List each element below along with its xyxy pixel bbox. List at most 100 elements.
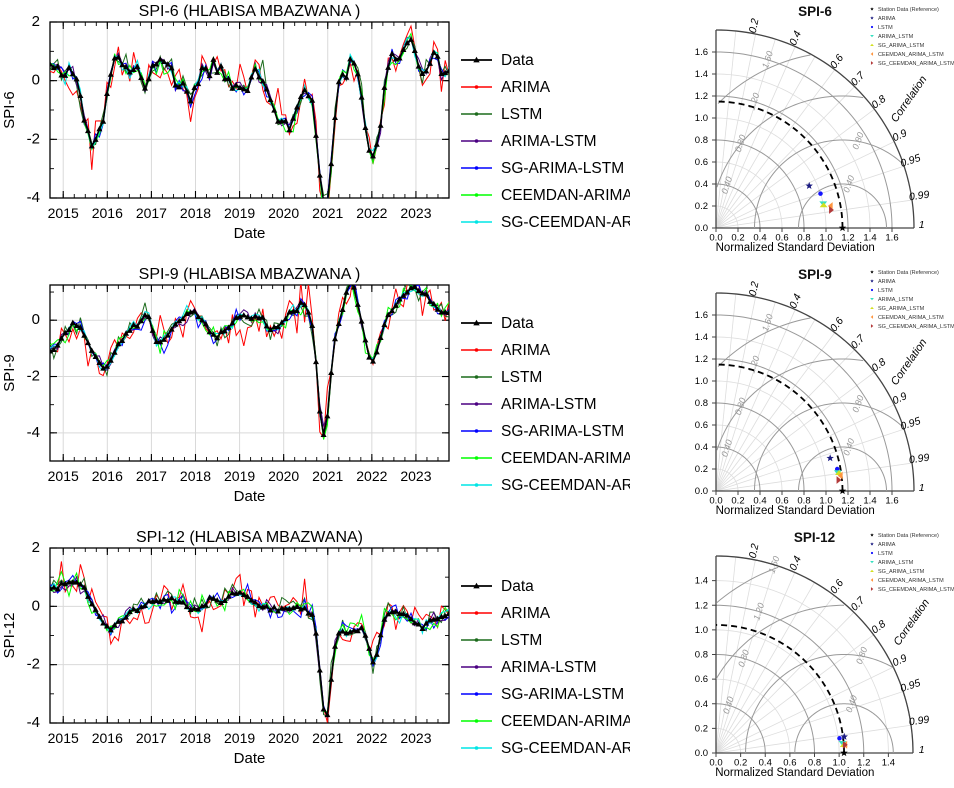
svg-text:ARIMA: ARIMA	[878, 16, 896, 22]
svg-text:2016: 2016	[92, 205, 123, 221]
svg-text:2: 2	[32, 539, 40, 556]
svg-text:-2: -2	[27, 656, 40, 673]
svg-text:1.6: 1.6	[885, 496, 898, 507]
svg-text:CEEMDAN_ARIMA_LSTM: CEEMDAN_ARIMA_LSTM	[878, 578, 944, 584]
svg-text:SG_CEEMDAN_ARIMA_LSTM: SG_CEEMDAN_ARIMA_LSTM	[878, 587, 954, 593]
svg-text:1.4: 1.4	[695, 576, 708, 587]
svg-text:SPI-6: SPI-6	[1, 91, 18, 129]
svg-text:2021: 2021	[312, 730, 343, 746]
svg-text:ARIMA-LSTM: ARIMA-LSTM	[501, 396, 597, 413]
svg-text:SPI-6: SPI-6	[798, 4, 832, 19]
svg-text:ARIMA: ARIMA	[878, 279, 896, 285]
svg-text:SG-ARIMA-LSTM: SG-ARIMA-LSTM	[501, 160, 624, 177]
svg-text:LSTM: LSTM	[501, 369, 542, 386]
svg-text:1.0: 1.0	[695, 625, 708, 636]
svg-text:2017: 2017	[136, 205, 167, 221]
svg-text:SPI-12: SPI-12	[1, 613, 18, 659]
svg-text:-2: -2	[27, 368, 40, 385]
svg-text:1.4: 1.4	[882, 758, 895, 769]
svg-text:Normalized Standard Deviation: Normalized Standard Deviation	[716, 505, 875, 517]
svg-text:LSTM: LSTM	[878, 551, 893, 557]
svg-text:SG-ARIMA-LSTM: SG-ARIMA-LSTM	[501, 686, 624, 703]
svg-text:1.2: 1.2	[695, 91, 708, 102]
svg-text:0.2: 0.2	[695, 201, 708, 212]
svg-text:2018: 2018	[180, 205, 211, 221]
svg-text:Station Data (Reference): Station Data (Reference)	[878, 533, 939, 539]
svg-text:SG_ARIMA_LSTM: SG_ARIMA_LSTM	[878, 569, 925, 575]
svg-text:2020: 2020	[268, 730, 299, 746]
svg-text:Date: Date	[234, 225, 266, 242]
svg-text:1.0: 1.0	[695, 376, 708, 387]
svg-text:SG_ARIMA_LSTM: SG_ARIMA_LSTM	[878, 43, 925, 49]
svg-text:2023: 2023	[400, 468, 431, 484]
svg-text:LSTM: LSTM	[501, 106, 542, 123]
svg-text:Normalized Standard Deviation: Normalized Standard Deviation	[715, 767, 874, 779]
svg-text:-4: -4	[27, 424, 40, 441]
svg-text:ARIMA-LSTM: ARIMA-LSTM	[501, 659, 597, 676]
svg-text:2018: 2018	[180, 730, 211, 746]
svg-text:2023: 2023	[400, 730, 431, 746]
svg-text:SG-CEEMDAN-ARIMA-LSTM: SG-CEEMDAN-ARIMA-LSTM	[501, 740, 630, 757]
svg-text:1.6: 1.6	[885, 233, 898, 244]
svg-text:SPI-12 (HLABISA MBAZWANA): SPI-12 (HLABISA MBAZWANA)	[136, 529, 363, 546]
svg-text:LSTM: LSTM	[501, 632, 542, 649]
svg-text:-4: -4	[27, 189, 40, 206]
svg-text:Station Data (Reference): Station Data (Reference)	[878, 7, 939, 13]
svg-text:SG-ARIMA-LSTM: SG-ARIMA-LSTM	[501, 423, 624, 440]
svg-text:0.4: 0.4	[695, 442, 708, 453]
svg-text:0.4: 0.4	[695, 179, 708, 190]
svg-text:SG-CEEMDAN-ARIMA-LSTM: SG-CEEMDAN-ARIMA-LSTM	[501, 477, 630, 494]
svg-text:0.6: 0.6	[695, 157, 708, 168]
svg-text:SG-CEEMDAN-ARIMA-LSTM: SG-CEEMDAN-ARIMA-LSTM	[501, 214, 630, 231]
svg-text:SPI-6 (HLABISA MBAZWANA ): SPI-6 (HLABISA MBAZWANA )	[139, 3, 361, 20]
svg-text:0.2: 0.2	[695, 723, 708, 734]
svg-text:ARIMA: ARIMA	[501, 79, 551, 96]
svg-text:2017: 2017	[136, 468, 167, 484]
svg-text:ARIMA: ARIMA	[501, 605, 551, 622]
svg-text:1: 1	[919, 482, 925, 494]
svg-text:2015: 2015	[48, 468, 79, 484]
svg-text:0: 0	[32, 72, 40, 89]
svg-text:2022: 2022	[356, 205, 387, 221]
svg-text:SPI-9: SPI-9	[1, 354, 18, 392]
svg-text:1.4: 1.4	[695, 332, 708, 343]
svg-text:CEEMDAN-ARIMA-LSTM: CEEMDAN-ARIMA-LSTM	[501, 713, 630, 730]
svg-text:CEEMDAN-ARIMA-LSTM: CEEMDAN-ARIMA-LSTM	[501, 187, 630, 204]
svg-text:2020: 2020	[268, 205, 299, 221]
svg-text:0.4: 0.4	[695, 699, 708, 710]
svg-text:SPI-12: SPI-12	[794, 530, 835, 545]
svg-text:1.4: 1.4	[695, 69, 708, 80]
svg-text:ARIMA: ARIMA	[501, 342, 551, 359]
svg-text:2016: 2016	[92, 468, 123, 484]
svg-text:2019: 2019	[224, 205, 255, 221]
svg-text:0.0: 0.0	[695, 223, 708, 234]
svg-text:1: 1	[919, 219, 925, 231]
svg-text:-2: -2	[27, 130, 40, 147]
svg-text:Station Data (Reference): Station Data (Reference)	[878, 270, 939, 276]
svg-text:0.6: 0.6	[695, 420, 708, 431]
svg-text:LSTM: LSTM	[878, 288, 893, 294]
svg-text:Data: Data	[501, 315, 534, 332]
svg-text:0.8: 0.8	[695, 650, 708, 661]
svg-text:0.0: 0.0	[695, 486, 708, 497]
svg-text:1.2: 1.2	[695, 600, 708, 611]
svg-text:2016: 2016	[92, 730, 123, 746]
svg-text:2019: 2019	[224, 468, 255, 484]
svg-text:CEEMDAN-ARIMA-LSTM: CEEMDAN-ARIMA-LSTM	[501, 450, 630, 467]
svg-text:CEEMDAN_ARIMA_LSTM: CEEMDAN_ARIMA_LSTM	[878, 315, 944, 321]
svg-text:Date: Date	[234, 750, 266, 767]
svg-text:2015: 2015	[48, 205, 79, 221]
svg-text:1.0: 1.0	[695, 113, 708, 124]
svg-text:2021: 2021	[312, 205, 343, 221]
svg-text:2018: 2018	[180, 468, 211, 484]
svg-text:0.0: 0.0	[695, 748, 708, 759]
svg-text:0: 0	[32, 597, 40, 614]
svg-text:CEEMDAN_ARIMA_LSTM: CEEMDAN_ARIMA_LSTM	[878, 52, 944, 58]
svg-text:2017: 2017	[136, 730, 167, 746]
svg-text:SG_CEEMDAN_ARIMA_LSTM: SG_CEEMDAN_ARIMA_LSTM	[878, 61, 954, 67]
svg-text:Data: Data	[501, 578, 534, 595]
svg-text:SG_ARIMA_LSTM: SG_ARIMA_LSTM	[878, 306, 925, 312]
svg-text:ARIMA_LSTM: ARIMA_LSTM	[878, 297, 914, 303]
svg-text:SG_CEEMDAN_ARIMA_LSTM: SG_CEEMDAN_ARIMA_LSTM	[878, 324, 954, 330]
svg-text:1.6: 1.6	[695, 310, 708, 321]
